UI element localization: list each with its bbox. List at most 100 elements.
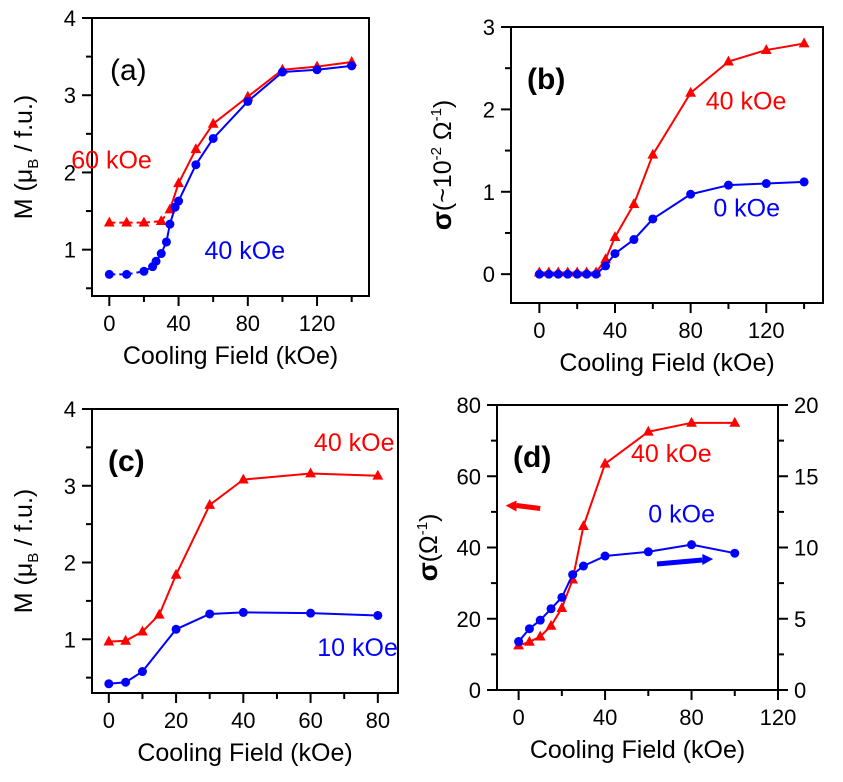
series-line-segment: [689, 60, 730, 94]
x-tick-label: 80: [679, 705, 703, 730]
x-tick-label: 80: [678, 318, 702, 343]
series-line-segment: [648, 543, 692, 553]
series-annotation: 10 kOe: [317, 634, 398, 662]
data-point-triangle: [729, 416, 741, 427]
data-point-circle: [600, 551, 610, 561]
data-point-circle: [643, 547, 653, 557]
series-line-segment: [766, 42, 805, 52]
data-point-circle: [139, 266, 149, 276]
x-tick-label: 80: [236, 311, 260, 336]
series-line-segment: [316, 61, 352, 68]
series-line-segment: [175, 504, 211, 576]
series-line-segment: [648, 421, 692, 433]
data-point-circle: [578, 561, 588, 571]
y-axis-label-sup: -1: [414, 522, 431, 535]
y-axis-label-end: ): [429, 100, 457, 108]
series-annotation: 0 kOe: [713, 194, 780, 222]
y2-tick-label: 0: [794, 678, 806, 703]
series-line-segment: [212, 100, 249, 140]
series-line-segment: [633, 218, 654, 241]
data-point-triangle: [372, 469, 384, 480]
data-point-circle: [799, 177, 809, 187]
data-point-circle: [174, 196, 184, 206]
data-point-triangle: [599, 457, 611, 468]
data-point-circle: [205, 609, 215, 619]
data-point-triangle: [686, 416, 697, 427]
y2-tick-label: 15: [794, 464, 818, 489]
series-line-segment: [310, 612, 378, 617]
plot-frame: [91, 408, 399, 694]
data-point-triangle: [173, 177, 184, 188]
data-point-circle: [535, 615, 545, 625]
x-tick-label: 20: [164, 708, 188, 733]
data-point-circle: [568, 570, 578, 580]
series-annotation: 60 kOe: [71, 147, 152, 175]
x-axis-label: Cooling Field (kOe): [137, 739, 352, 767]
plot-frame: [91, 17, 370, 297]
data-point-circle: [161, 237, 171, 247]
x-axis-label: Cooling Field (kOe): [559, 349, 774, 377]
series-line-segment: [614, 203, 635, 238]
y-axis-label-sup2: -1: [428, 108, 445, 121]
y-axis-label-main: M (μ: [10, 169, 38, 220]
series-annotation: 40 kOe: [205, 237, 286, 265]
data-point-triangle: [798, 37, 810, 48]
data-point-circle: [723, 180, 733, 190]
series-line-segment: [177, 164, 197, 202]
data-point-triangle: [647, 148, 659, 159]
series-line-segment: [209, 478, 244, 506]
data-point-circle: [572, 269, 582, 279]
y-tick-label: 40: [457, 536, 481, 561]
y-axis-label-sub: B: [25, 553, 42, 563]
y-axis-label-end: / f.u.): [10, 489, 38, 553]
data-point-circle: [591, 269, 601, 279]
data-point-triangle: [121, 216, 133, 227]
series-10-koe: [104, 607, 383, 689]
y-tick-label: 20: [457, 607, 481, 632]
data-point-circle: [563, 269, 573, 279]
data-point-circle: [730, 548, 740, 558]
data-point-circle: [514, 637, 524, 647]
panel-label: (c): [108, 445, 145, 478]
y-axis-label: M (μB / f.u.): [10, 95, 42, 219]
y-axis-label-pre: σ: [412, 562, 443, 581]
y-axis-label-sub: B: [25, 159, 42, 169]
y-axis-label-pre: σ: [426, 211, 457, 230]
data-point-triangle: [237, 473, 249, 484]
series-line-segment: [243, 472, 311, 481]
panel-label: (b): [527, 63, 565, 96]
series-line-segment: [247, 71, 284, 103]
data-point-circle: [347, 61, 357, 71]
x-axis-label: Cooling Field (kOe): [530, 736, 745, 764]
data-point-circle: [165, 219, 175, 229]
data-point-triangle: [190, 143, 202, 154]
data-point-triangle: [207, 117, 219, 128]
series-line-segment: [690, 184, 729, 196]
y-axis-label-main: (~10: [429, 160, 457, 211]
data-point-triangle: [524, 635, 535, 646]
x-tick-label: 40: [603, 318, 627, 343]
data-point-circle: [208, 133, 218, 143]
data-point-triangle: [137, 625, 148, 636]
x-tick-label: 120: [748, 318, 785, 343]
series-40-koe: [103, 467, 384, 646]
data-point-triangle: [103, 216, 115, 227]
x-tick-label: 60: [298, 708, 322, 733]
y-axis-label: M (μB / f.u.): [10, 489, 42, 613]
series-line-segment: [310, 472, 378, 477]
data-point-circle: [104, 679, 114, 689]
x-tick-label: 0: [103, 311, 115, 336]
y-tick-label: 3: [64, 83, 76, 108]
y-tick-label: 0: [469, 678, 481, 703]
data-point-circle: [582, 269, 592, 279]
y-tick-label: 2: [64, 160, 76, 185]
y-tick-label: 0: [483, 262, 495, 287]
series-line-segment: [209, 611, 244, 615]
x-tick-label: 80: [366, 708, 390, 733]
series-line-segment: [175, 613, 211, 631]
series-line-segment: [632, 154, 654, 205]
series-annotation: 40 kOe: [706, 87, 787, 115]
data-point-triangle: [578, 520, 589, 531]
data-point-circle: [122, 269, 132, 279]
panel-c: 0 20 40 60 80 1 2 3 4 Cooling Field (kOe) M (μB / …: [10, 397, 399, 767]
